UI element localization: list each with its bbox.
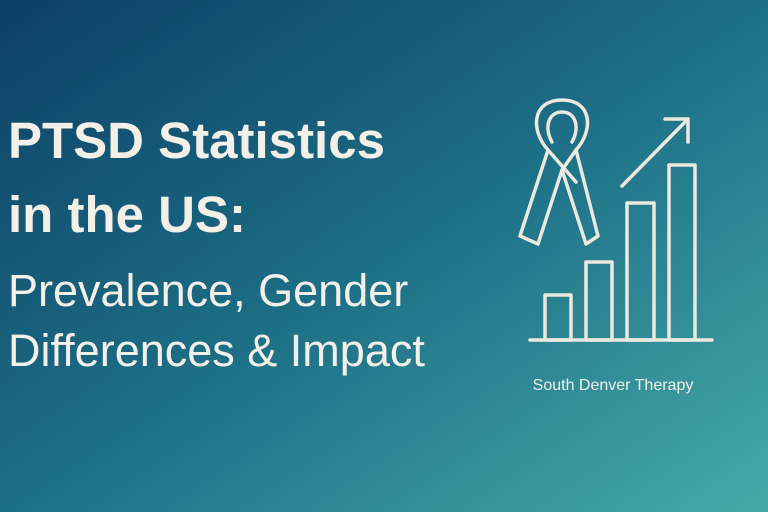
ribbon-icon [518, 98, 600, 246]
subtitle-line: Differences & Impact [8, 325, 425, 376]
bar-chart-icon [528, 117, 714, 342]
title-line: PTSD Statistics [8, 112, 385, 169]
brand-name: South Denver Therapy [533, 377, 694, 394]
subtitle-line: Prevalence, Gender [8, 265, 408, 316]
title-line: in the US: [8, 186, 246, 243]
